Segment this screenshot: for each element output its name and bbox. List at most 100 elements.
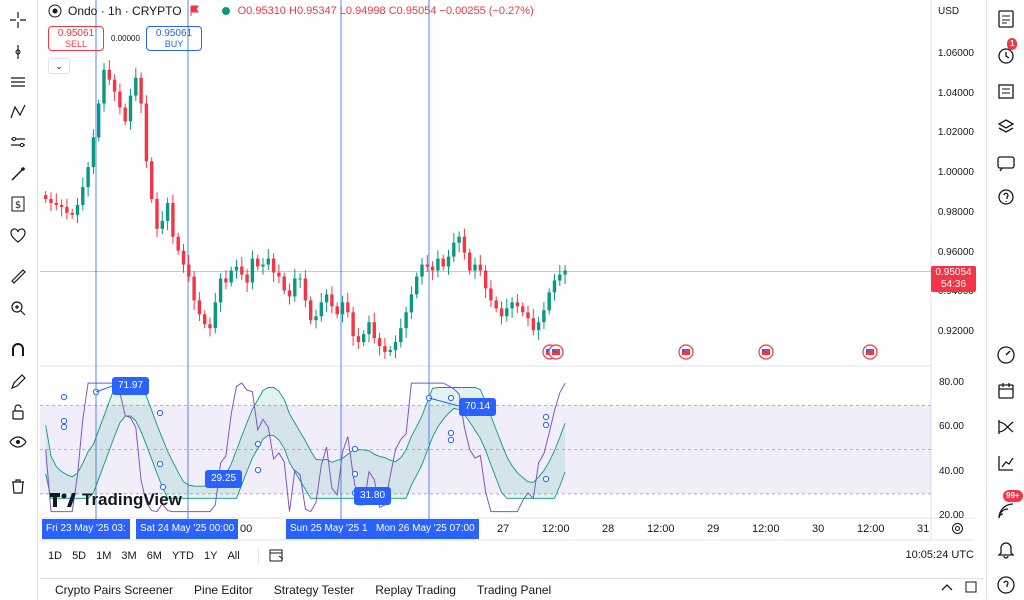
drawing-handle: [447, 436, 455, 444]
chat-icon[interactable]: [991, 148, 1021, 178]
candle-body: [563, 270, 567, 275]
drawing-handle: [254, 466, 262, 474]
rsi-lower-band: [45, 407, 566, 499]
tv-mark-icon: [50, 493, 76, 507]
price-note-icon[interactable]: $: [4, 190, 32, 218]
candle-body: [128, 95, 133, 122]
ohlc-values: O0.95310 H0.95347 L0.94998 C0.95054 −0.0…: [238, 5, 534, 17]
candle-body: [181, 250, 186, 265]
candle-body: [547, 292, 551, 311]
tradingview-wordmark: TradingView: [82, 490, 182, 509]
drawing-handle: [542, 475, 550, 483]
rsi-tag-2: 29.25: [205, 470, 243, 488]
collapse-legend-button[interactable]: ⌄: [48, 58, 70, 74]
watchlist-icon[interactable]: [991, 4, 1021, 34]
economic-event-icon: [542, 344, 558, 360]
right-toolbar: 1 99+: [986, 0, 1024, 600]
pencil-lock-icon[interactable]: [4, 368, 32, 396]
trash-icon[interactable]: [4, 472, 32, 500]
change-value: −0.00255 (−0.27%): [439, 5, 534, 17]
tab-crypto-pairs-screener[interactable]: Crypto Pairs Screener: [55, 582, 174, 597]
price-tick: 0.98000: [937, 206, 974, 218]
candle-body: [430, 266, 435, 271]
maximize-panel-icon[interactable]: [964, 581, 978, 596]
candle-body: [531, 318, 535, 331]
lock-icon[interactable]: [4, 398, 32, 426]
performance-icon[interactable]: [991, 448, 1021, 478]
goto-date-icon[interactable]: [257, 547, 285, 565]
tab-pine-editor[interactable]: Pine Editor: [194, 582, 253, 597]
candle-body: [309, 300, 313, 321]
rsi-tick: 60.00: [938, 421, 964, 433]
candle-body: [468, 252, 472, 271]
currency-selector[interactable]: USD: [932, 4, 976, 20]
range-3m[interactable]: 3M: [121, 550, 137, 562]
axis-settings-icon[interactable]: [951, 522, 964, 538]
layers-icon[interactable]: [991, 112, 1021, 142]
candle-body: [441, 258, 445, 267]
status-dot-icon: [221, 7, 230, 15]
candle-body: [150, 161, 154, 199]
pattern-icon[interactable]: [4, 98, 32, 126]
hotlists-icon[interactable]: [991, 340, 1021, 370]
calendar-icon[interactable]: [991, 376, 1021, 406]
candle-body: [234, 266, 239, 271]
ideas-icon[interactable]: [991, 182, 1021, 212]
eye-icon[interactable]: [4, 428, 32, 456]
crosshair-icon[interactable]: [4, 6, 32, 34]
alerts-icon[interactable]: 1: [991, 38, 1021, 70]
candle-body: [436, 258, 440, 271]
price-tick: 1.00000: [937, 167, 974, 179]
drawing-handle: [92, 388, 100, 396]
candle-body: [526, 312, 530, 319]
range-1m[interactable]: 1M: [96, 550, 112, 562]
candle-body: [192, 276, 196, 301]
zoom-in-icon[interactable]: [4, 294, 32, 322]
tab-trading-panel[interactable]: Trading Panel: [476, 582, 552, 597]
horizontal-lines-icon[interactable]: [4, 68, 32, 96]
candle-body: [494, 300, 498, 309]
object-tree-icon[interactable]: [991, 76, 1021, 106]
heart-icon[interactable]: [4, 222, 32, 250]
candle-body: [134, 77, 138, 96]
candle-body: [165, 202, 170, 221]
range-1y[interactable]: 1Y: [203, 550, 218, 562]
ruler-icon[interactable]: [4, 262, 32, 290]
sell-price: 0.95061: [57, 28, 95, 39]
signals-icon[interactable]: 99+: [991, 490, 1023, 526]
bar-countdown: 54:36: [940, 279, 967, 290]
range-6m[interactable]: 6M: [146, 550, 162, 562]
time-tick: 12:00: [542, 523, 570, 535]
range-ytd[interactable]: YTD: [171, 550, 194, 562]
sell-button[interactable]: 0.95061 SELL: [48, 26, 104, 51]
drawing-handle: [447, 429, 455, 437]
notifications-icon[interactable]: [991, 534, 1021, 564]
time-tick: 30: [812, 523, 825, 535]
strategy-icon[interactable]: [991, 412, 1021, 442]
symbol-title[interactable]: Ondo · 1h · CRYPTO: [68, 4, 182, 18]
tab-replay-trading[interactable]: Replay Trading: [375, 582, 456, 597]
range-1d[interactable]: 1D: [48, 550, 63, 562]
flag-icon[interactable]: [190, 5, 200, 17]
candle-body: [144, 103, 149, 162]
chevron-up-icon[interactable]: [940, 581, 954, 596]
brush-icon[interactable]: [4, 160, 32, 188]
range-all[interactable]: All: [227, 550, 240, 562]
utc-clock[interactable]: 10:05:24 UTC: [905, 549, 974, 561]
trend-line-icon[interactable]: [4, 38, 32, 66]
economic-event-icon: [758, 344, 774, 360]
candle-body: [229, 270, 233, 283]
candle-body: [75, 204, 80, 215]
range-5d[interactable]: 5D: [72, 550, 87, 562]
buy-button[interactable]: 0.95061 BUY: [146, 26, 202, 51]
forecast-icon[interactable]: [4, 128, 32, 156]
drawing-handle: [159, 483, 167, 491]
magnet-icon[interactable]: [4, 336, 32, 364]
help-icon[interactable]: [991, 570, 1021, 600]
tab-strategy-tester[interactable]: Strategy Tester: [273, 582, 355, 597]
candle-body: [123, 107, 127, 122]
drawing-handle: [156, 409, 164, 417]
ideas-badge: 99+: [1003, 490, 1023, 502]
time-axis[interactable]: Fri 23 May '25 03: Sat 24 May '25 00:00 …: [40, 519, 975, 539]
